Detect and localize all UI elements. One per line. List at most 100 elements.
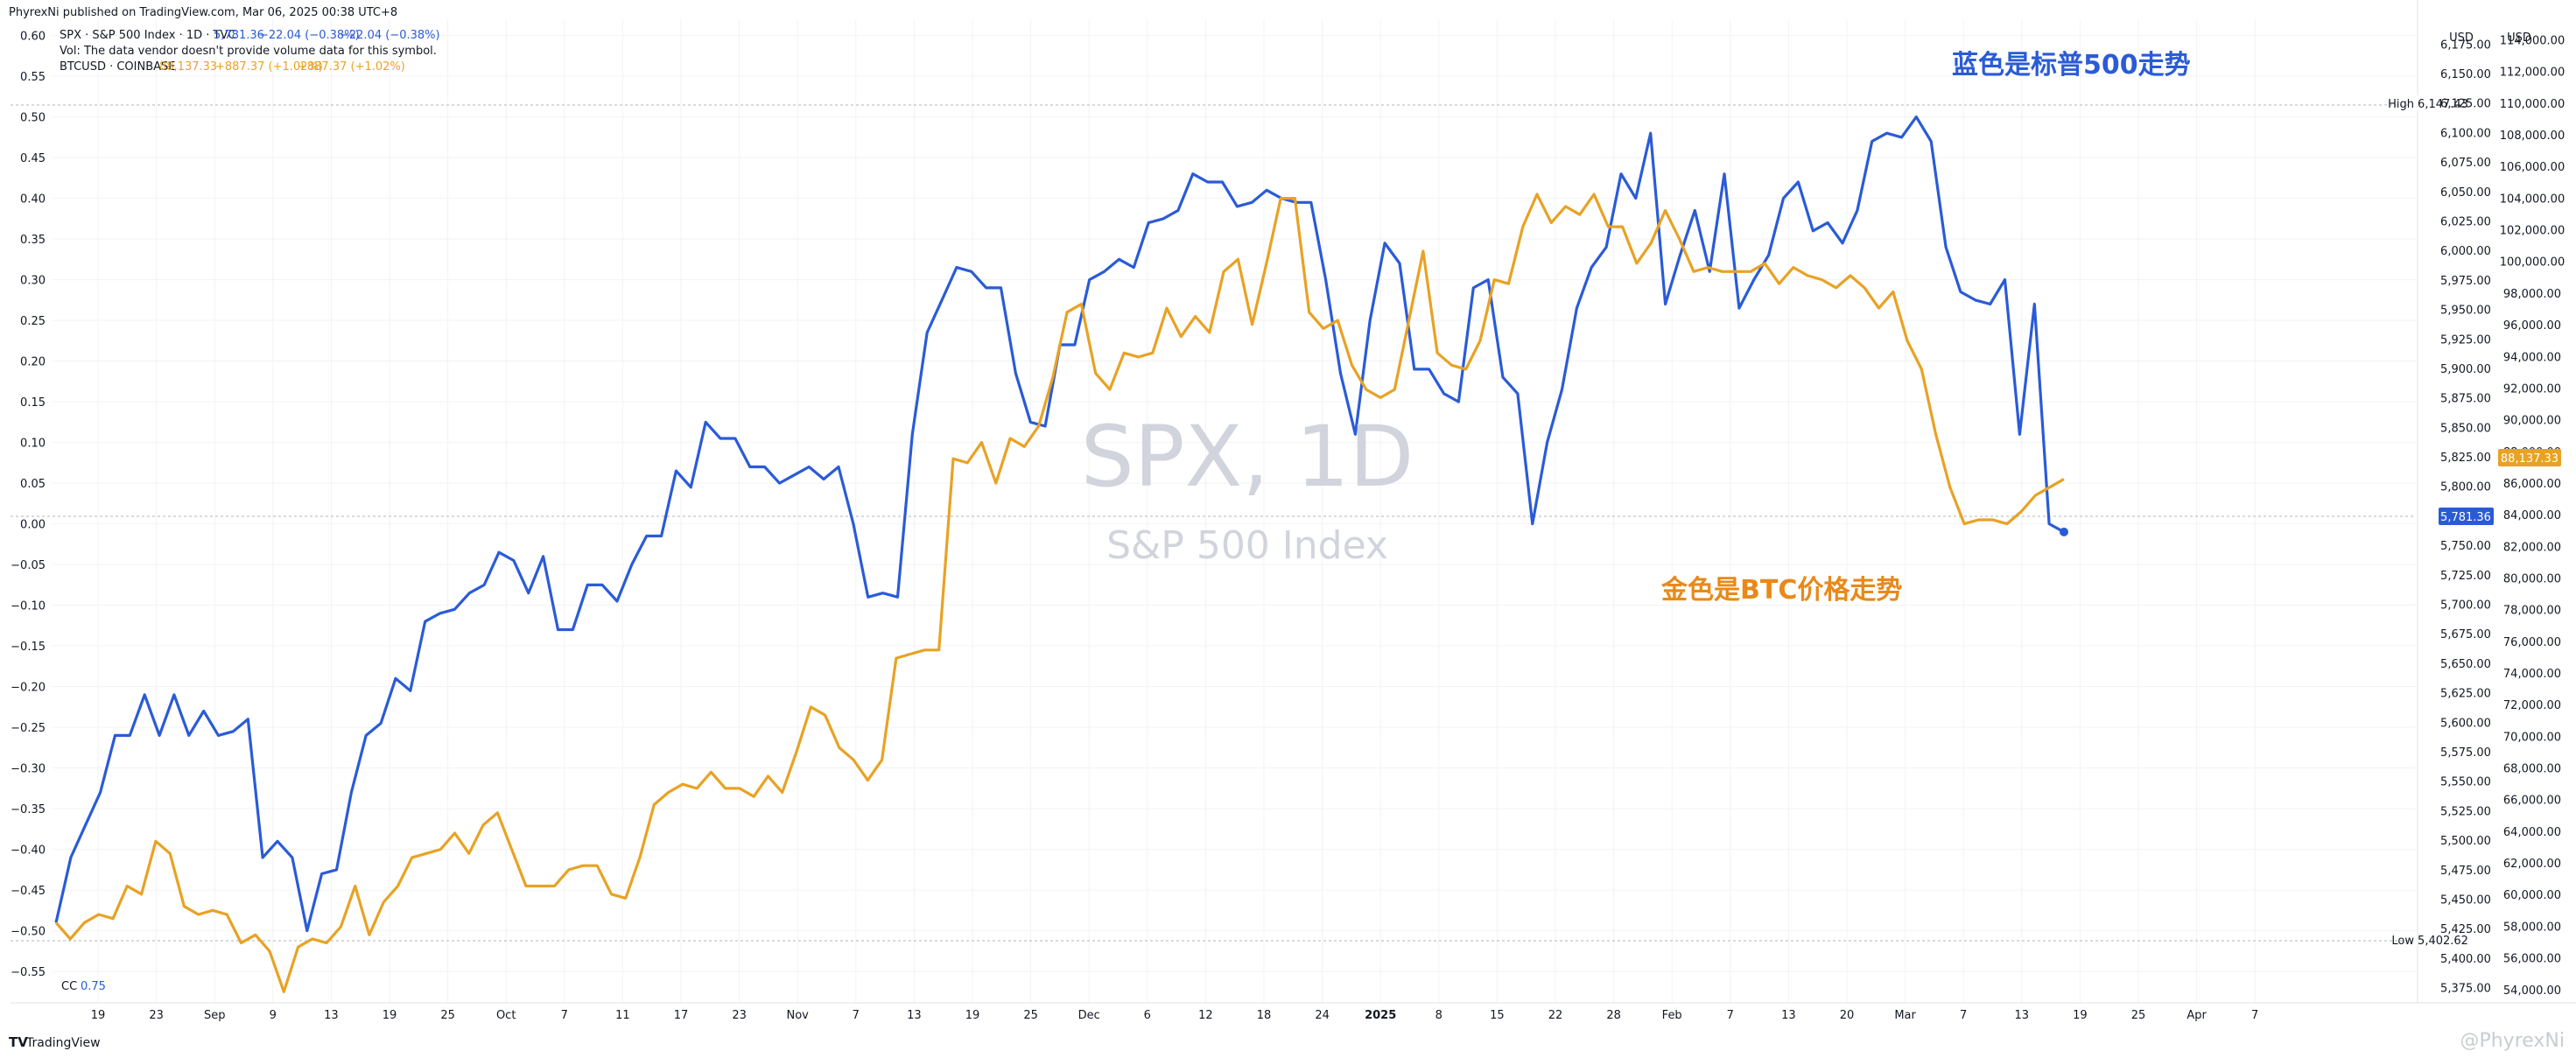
left-axis-tick: 0.25 bbox=[20, 315, 46, 328]
svg-text:5,781.36: 5,781.36 bbox=[2440, 511, 2491, 524]
spx-axis-tick: 5,700.00 bbox=[2440, 599, 2491, 613]
author-credit: @PhyrexNi bbox=[2460, 1030, 2565, 1052]
btc-axis-tick: 84,000.00 bbox=[2503, 509, 2561, 522]
spx-axis-tick: 6,100.00 bbox=[2440, 127, 2491, 140]
btc-axis-tick: 90,000.00 bbox=[2503, 415, 2561, 428]
time-axis-tick: Oct bbox=[496, 1009, 516, 1022]
left-axis-tick: −0.40 bbox=[11, 844, 46, 858]
annotation-gold: 金色是BTC价格走势 bbox=[1660, 575, 1902, 606]
spx-price-axis[interactable]: 6,175.00 6,150.00 6,125.00 6,100.00 6,075.00… bbox=[2440, 39, 2491, 995]
btc-axis-tick: 78,000.00 bbox=[2503, 605, 2561, 618]
svg-text:High: High bbox=[2388, 98, 2414, 111]
spx-axis-tick: 5,550.00 bbox=[2440, 776, 2491, 789]
time-axis-tick: 13 bbox=[2015, 1009, 2030, 1022]
time-axis-tick: 19 bbox=[965, 1009, 980, 1022]
time-axis-tick: Mar bbox=[1894, 1009, 1916, 1022]
publisher-line: PhyrexNi published on TradingView.com, M… bbox=[9, 6, 397, 19]
time-axis-tick: 7 bbox=[1960, 1009, 1967, 1022]
btc-axis-tick: 100,000.00 bbox=[2500, 256, 2565, 270]
annotation-blue: 蓝色是标普500走势 bbox=[1952, 50, 2191, 81]
btc-legend-change: +887.37 (+1.02%) bbox=[215, 60, 323, 74]
btc-axis-tick: 106,000.00 bbox=[2500, 161, 2565, 174]
usd-unit-1: USD bbox=[2449, 32, 2474, 45]
spx-axis-tick: 5,975.00 bbox=[2440, 275, 2491, 288]
left-axis-tick: −0.50 bbox=[11, 926, 46, 939]
spx-axis-tick: 5,625.00 bbox=[2440, 688, 2491, 701]
btc-axis-tick: 114,000.00 bbox=[2500, 35, 2565, 48]
btc-axis-tick: 58,000.00 bbox=[2503, 921, 2561, 934]
time-axis-tick: 13 bbox=[1781, 1009, 1796, 1022]
btc-axis-tick: 56,000.00 bbox=[2503, 953, 2561, 966]
left-axis-tick: 0.60 bbox=[20, 31, 46, 44]
spx-last-price-badge: 5,781.36 bbox=[2439, 508, 2494, 525]
spx-axis-tick: 5,475.00 bbox=[2440, 865, 2491, 878]
time-axis-tick: Nov bbox=[787, 1009, 810, 1022]
spx-axis-tick: 6,175.00 bbox=[2440, 39, 2491, 52]
time-axis-tick: 12 bbox=[1198, 1009, 1213, 1022]
time-axis-tick: 7 bbox=[2251, 1009, 2258, 1022]
left-axis-tick: −0.05 bbox=[11, 559, 46, 572]
high-label: High 6,147.43 bbox=[2388, 95, 2468, 111]
btc-axis-tick: 102,000.00 bbox=[2500, 225, 2565, 238]
time-axis[interactable]: 19 23 Sep 9 13 19 25 Oct 7 11 17 23 Nov 7 13 19 25 Dec 6 12… bbox=[91, 1009, 2259, 1022]
left-axis-tick: 0.05 bbox=[20, 478, 46, 491]
btc-legend-value: 88,137.33 bbox=[159, 60, 217, 74]
btc-series-line bbox=[54, 193, 2065, 993]
time-axis-tick: 25 bbox=[2131, 1009, 2146, 1022]
spx-legend-change: −22.04 (−0.38%) bbox=[259, 29, 360, 42]
spx-axis-tick: 5,525.00 bbox=[2440, 805, 2491, 818]
time-axis-tick: 7 bbox=[853, 1009, 860, 1022]
time-axis-tick: Sep bbox=[204, 1009, 226, 1022]
btc-axis-tick: 108,000.00 bbox=[2500, 130, 2565, 143]
left-axis-tick: −0.20 bbox=[11, 682, 46, 695]
time-axis-tick: 25 bbox=[440, 1009, 455, 1022]
svg-text:5,402.62: 5,402.62 bbox=[2418, 935, 2468, 948]
time-axis-tick: 20 bbox=[1840, 1009, 1855, 1022]
btc-axis-tick: 94,000.00 bbox=[2503, 351, 2561, 364]
time-axis-tick: 22 bbox=[1548, 1009, 1563, 1022]
spx-axis-tick: 5,850.00 bbox=[2440, 422, 2491, 435]
volume-note: Vol: The data vendor doesn't provide vol… bbox=[60, 45, 437, 58]
time-axis-tick: 13 bbox=[324, 1009, 339, 1022]
spx-legend-value: 5,781.36 bbox=[214, 29, 264, 42]
btc-axis-tick: 104,000.00 bbox=[2500, 193, 2565, 206]
time-axis-tick: 24 bbox=[1315, 1009, 1330, 1022]
left-axis-tick: −0.10 bbox=[11, 600, 46, 613]
btc-axis-tick: 60,000.00 bbox=[2503, 889, 2561, 902]
btc-axis-tick: 66,000.00 bbox=[2503, 795, 2561, 808]
btc-price-axis[interactable]: 114,000.00 112,000.00 110,000.00 108,000.00… bbox=[2500, 35, 2565, 998]
left-axis-tick: 0.00 bbox=[20, 519, 46, 532]
time-axis-tick: 19 bbox=[2073, 1009, 2088, 1022]
btc-legend-change-2: +887.37 (+1.02%) bbox=[298, 60, 405, 74]
left-axis-tick: 0.35 bbox=[20, 234, 46, 247]
svg-text:Low: Low bbox=[2391, 935, 2414, 948]
time-axis-tick: Apr bbox=[2186, 1009, 2207, 1022]
left-axis[interactable]: 0.60 0.55 0.50 0.45 0.40 0.35 0.30 0.25 0.20 0.15… bbox=[11, 31, 46, 980]
btc-last-price-badge: 88,137.33 bbox=[2498, 449, 2561, 466]
btc-axis-tick: 86,000.00 bbox=[2503, 478, 2561, 491]
left-axis-tick: 0.15 bbox=[20, 396, 46, 410]
time-axis-tick: 19 bbox=[91, 1009, 106, 1022]
btc-axis-tick: 110,000.00 bbox=[2500, 98, 2565, 111]
time-axis-tick: 25 bbox=[1023, 1009, 1038, 1022]
btc-axis-tick: 112,000.00 bbox=[2500, 67, 2565, 80]
time-axis-tick: 23 bbox=[732, 1009, 747, 1022]
left-axis-tick: 0.45 bbox=[20, 152, 46, 165]
btc-axis-tick: 96,000.00 bbox=[2503, 319, 2561, 333]
spx-axis-tick: 5,900.00 bbox=[2440, 363, 2491, 376]
spx-axis-tick: 5,675.00 bbox=[2440, 628, 2491, 641]
grid bbox=[53, 19, 2416, 1003]
tradingview-logo[interactable]: 𝗧𝗩 TradingView bbox=[9, 1034, 101, 1050]
left-axis-tick: −0.55 bbox=[11, 966, 46, 979]
time-axis-tick: 7 bbox=[1727, 1009, 1734, 1022]
spx-axis-tick: 5,450.00 bbox=[2440, 893, 2491, 907]
spx-axis-tick: 5,800.00 bbox=[2440, 481, 2491, 494]
low-label: Low 5,402.62 bbox=[2391, 935, 2468, 948]
time-axis-tick: 6 bbox=[1144, 1009, 1151, 1022]
usd-unit-2: USD bbox=[2507, 32, 2531, 45]
spx-axis-tick: 5,750.00 bbox=[2440, 540, 2491, 553]
spx-axis-tick: 5,400.00 bbox=[2440, 953, 2491, 966]
spx-axis-tick: 5,375.00 bbox=[2440, 983, 2491, 996]
btc-axis-tick: 72,000.00 bbox=[2503, 699, 2561, 712]
